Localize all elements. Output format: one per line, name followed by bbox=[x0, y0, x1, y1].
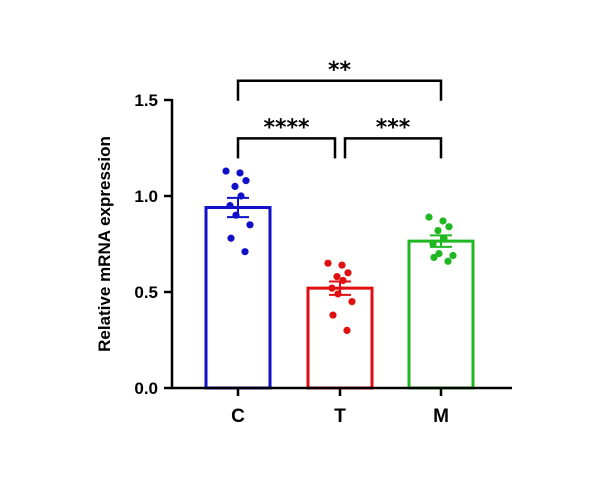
data-point-t bbox=[324, 259, 332, 267]
axes-layer: 0.0 0.5 1.0 1.5 C T M bbox=[134, 91, 512, 427]
data-point-t bbox=[343, 326, 351, 334]
data-point-m bbox=[445, 223, 453, 231]
bar-c bbox=[204, 206, 272, 390]
data-point-m bbox=[444, 257, 452, 265]
data-point-t bbox=[329, 311, 337, 319]
data-point-m bbox=[439, 217, 447, 225]
data-point-c bbox=[236, 169, 244, 177]
data-point-c bbox=[241, 248, 249, 256]
data-point-m bbox=[449, 251, 457, 260]
significance-bracket bbox=[236, 137, 337, 159]
significance-label: ** bbox=[328, 58, 352, 83]
x-tick-label-t: T bbox=[334, 406, 346, 427]
y-tick-label: 1.0 bbox=[134, 187, 158, 206]
significance-label: **** bbox=[263, 115, 310, 140]
data-point-t bbox=[338, 261, 346, 269]
data-point-t bbox=[333, 273, 341, 281]
error-bars-layer bbox=[221, 196, 458, 296]
data-point-c bbox=[231, 182, 239, 190]
data-point-m bbox=[425, 213, 433, 221]
x-tick-label-m: M bbox=[433, 406, 449, 427]
x-tick-label-c: C bbox=[231, 406, 245, 427]
data-point-t bbox=[344, 269, 352, 277]
significance-bracket bbox=[236, 79, 443, 101]
y-tick-label: 0.5 bbox=[134, 283, 158, 302]
y-tick-label: 0.0 bbox=[134, 379, 158, 398]
y-axis-title: Relative mRNA expression bbox=[95, 136, 114, 352]
y-tick-label: 1.5 bbox=[134, 91, 158, 110]
significance-layer: **** ***** bbox=[236, 58, 443, 159]
data-point-m bbox=[434, 226, 442, 235]
data-point-t bbox=[348, 298, 356, 306]
significance-bracket bbox=[343, 137, 443, 159]
bar-m bbox=[407, 239, 475, 390]
data-point-c bbox=[227, 234, 235, 242]
significance-label: *** bbox=[376, 115, 411, 140]
data-point-m bbox=[435, 250, 443, 258]
data-point-c bbox=[242, 177, 250, 185]
data-point-c bbox=[222, 167, 230, 175]
bar-t bbox=[306, 286, 374, 390]
data-point-m bbox=[430, 253, 438, 262]
data-point-c bbox=[246, 221, 254, 229]
